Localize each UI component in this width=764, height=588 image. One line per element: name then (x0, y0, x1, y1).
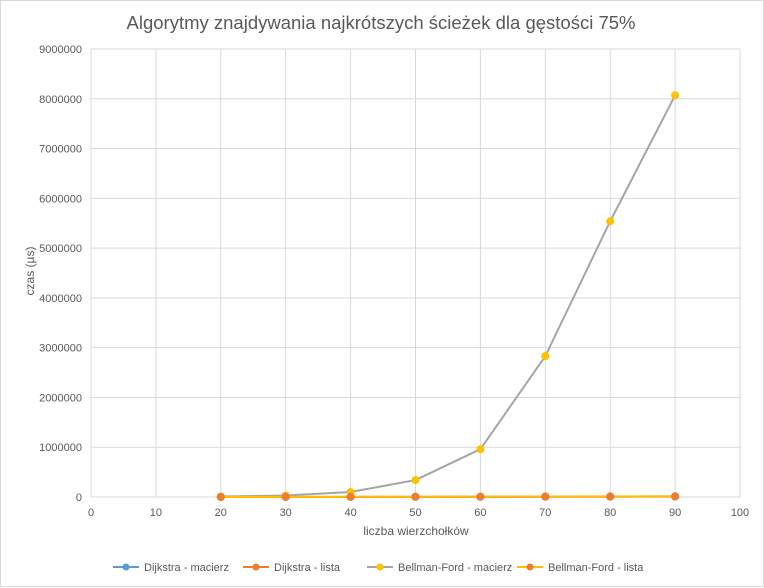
x-tick-label: 70 (539, 507, 551, 519)
x-axis-title: liczba wierzchołków (363, 524, 469, 538)
y-tick-label: 3000000 (39, 343, 82, 355)
y-tick-label: 6000000 (39, 193, 82, 205)
data-point (477, 446, 484, 453)
data-point (217, 493, 224, 500)
y-tick-label: 1000000 (39, 442, 82, 454)
legend-label: Bellman-Ford - macierz (398, 562, 512, 574)
x-tick-label: 20 (215, 507, 227, 519)
series-line (221, 95, 675, 496)
data-point (542, 493, 549, 500)
x-tick-label: 90 (669, 507, 681, 519)
x-tick-label: 60 (474, 507, 486, 519)
series-layer (217, 92, 678, 501)
y-tick-label: 5000000 (39, 243, 82, 255)
legend-label: Dijkstra - macierz (144, 562, 229, 574)
data-point (542, 353, 549, 360)
y-tick-label: 4000000 (39, 293, 82, 305)
data-point (282, 493, 289, 500)
x-tick-label: 30 (280, 507, 292, 519)
x-tick-label: 0 (88, 507, 94, 519)
legend-label: Bellman-Ford - lista (548, 562, 644, 574)
y-tick-label: 7000000 (39, 144, 82, 156)
data-point (412, 477, 419, 484)
data-point (607, 493, 614, 500)
grid (91, 49, 740, 497)
data-point (477, 493, 484, 500)
legend-marker (527, 564, 534, 571)
legend-marker (377, 564, 384, 571)
y-tick-label: 0 (76, 492, 82, 504)
legend-marker (253, 564, 260, 571)
legend-marker (123, 564, 130, 571)
data-point (607, 218, 614, 225)
data-point (672, 493, 679, 500)
y-axis-title: czas (µs) (23, 247, 37, 296)
axes: 0 1000000 2000000 3000000 4000000 5000000 6000… (39, 44, 749, 519)
data-point (412, 493, 419, 500)
x-tick-label: 10 (150, 507, 162, 519)
y-tick-label: 8000000 (39, 94, 82, 106)
x-tick-label: 80 (604, 507, 616, 519)
y-tick-label: 9000000 (39, 44, 82, 56)
legend-label: Dijkstra - lista (274, 562, 341, 574)
chart-title: Algorytmy znajdywania najkrótszych ścież… (127, 12, 636, 33)
x-tick-label: 50 (409, 507, 421, 519)
x-tick-label: 40 (344, 507, 356, 519)
x-tick-label: 100 (731, 507, 749, 519)
y-tick-label: 2000000 (39, 392, 82, 404)
data-point (347, 493, 354, 500)
legend: Dijkstra - macierz Dijkstra - lista Bellma… (113, 562, 644, 574)
data-point (672, 92, 679, 99)
